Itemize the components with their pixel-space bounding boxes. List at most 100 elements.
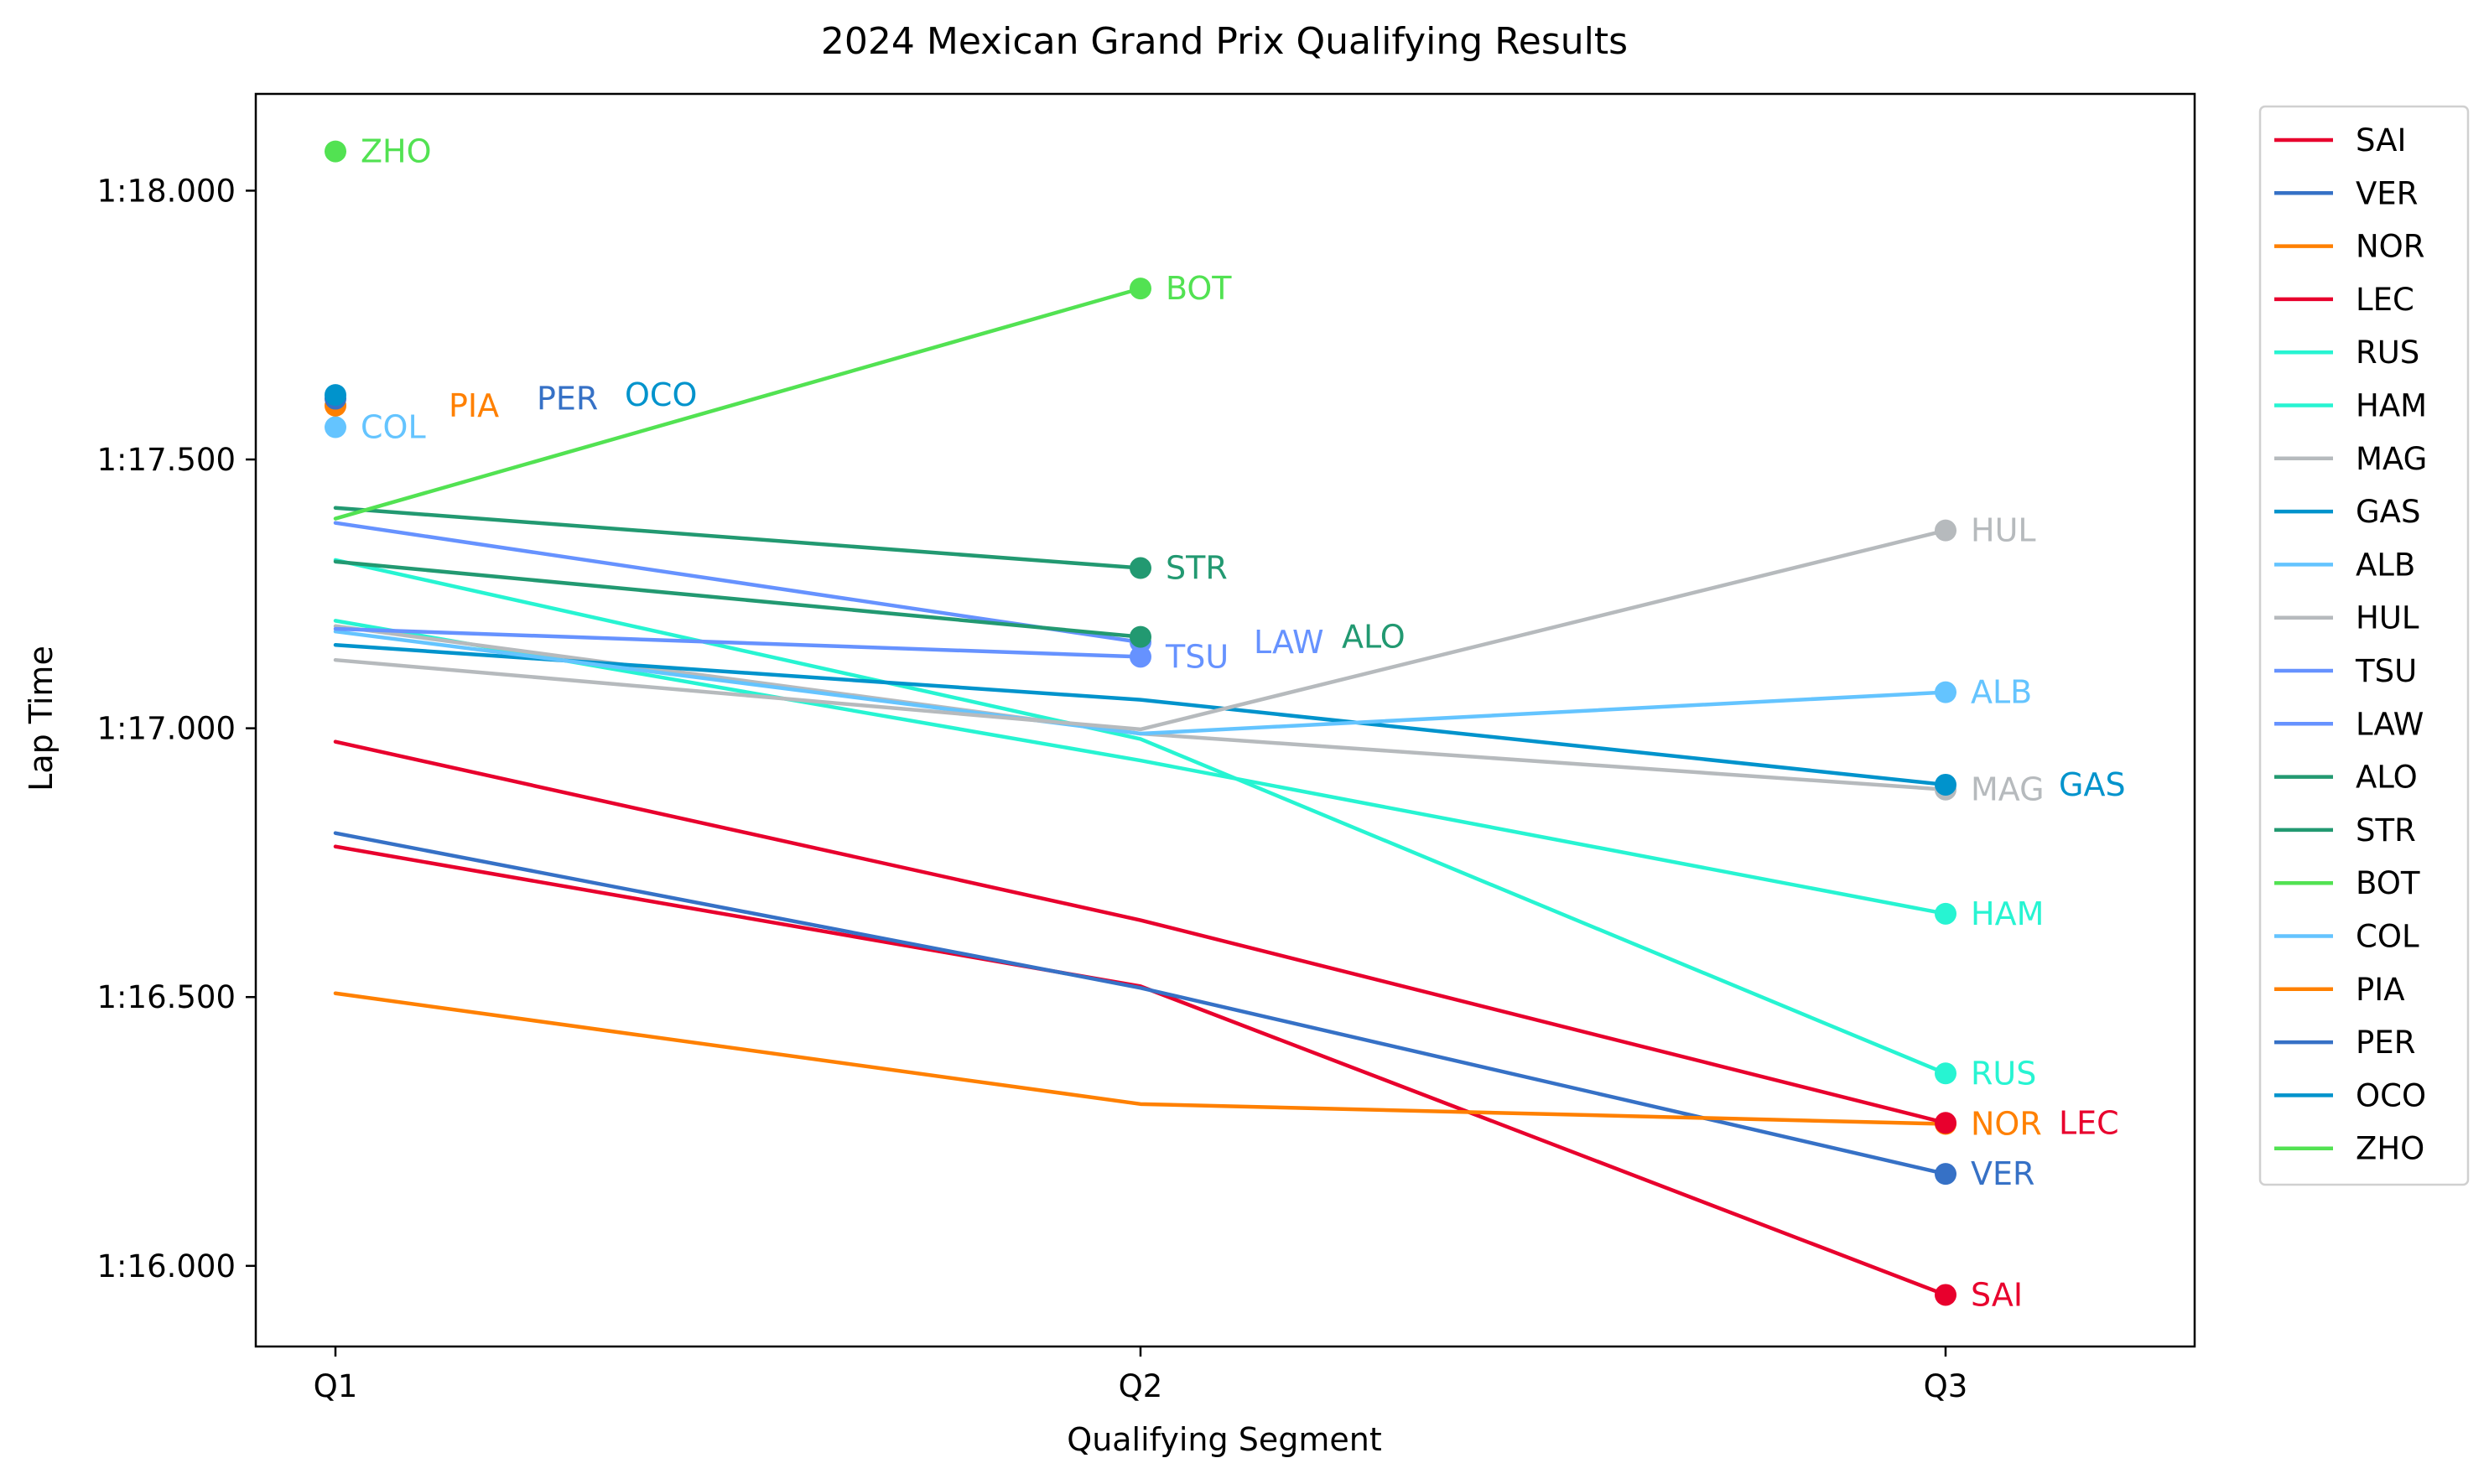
driver-label-oco: OCO (625, 376, 697, 413)
series-hul: HUL (333, 512, 2036, 732)
plot-frame (254, 92, 2196, 1348)
x-axis-label: Qualifying Segment (1067, 1421, 1381, 1458)
legend-entry-lec: LEC (2274, 282, 2414, 318)
legend-label: HUL (2356, 600, 2419, 636)
series-line-gas (333, 642, 1948, 787)
series-oco: OCO (325, 376, 697, 413)
legend-entry-nor: NOR (2274, 229, 2425, 265)
legend-label: COL (2356, 919, 2419, 955)
axes: 1:16.000 1:16.500 1:17.000 1:17.500 1:18.000… (97, 92, 2196, 1404)
series-law: LAW (333, 521, 1324, 661)
legend-entry-ham: HAM (2274, 388, 2427, 424)
driver-label-sai: SAI (1971, 1276, 2023, 1313)
series-gas: GAS (333, 642, 2126, 803)
x-tick-label: Q3 (1924, 1368, 1968, 1404)
legend-entry-oco: OCO (2274, 1077, 2426, 1113)
driver-label-law: LAW (1254, 624, 1324, 661)
driver-label-mag: MAG (1971, 771, 2045, 808)
series-line-alb (333, 629, 1948, 736)
y-axis-label: Lap Time (23, 646, 60, 791)
driver-label-per: PER (537, 381, 598, 418)
final-point-lec (1935, 1112, 1956, 1134)
series-line-law (333, 521, 1143, 645)
driver-label-ham: HAM (1971, 895, 2044, 932)
y-tick-label: 1:16.000 (97, 1248, 236, 1284)
series-lec: LEC (333, 739, 2119, 1141)
legend-entry-ver: VER (2274, 175, 2418, 211)
legend-label: HAM (2356, 388, 2427, 424)
final-point-ham (1935, 902, 1956, 925)
series-line-lec (333, 739, 1948, 1125)
legend-label: TSU (2355, 653, 2417, 689)
plot-area: SAI VER NOR LEC RUS HAM MAG GAS ALB HUL TSU LAW ALO S… (325, 133, 2126, 1313)
legend-label: RUS (2356, 335, 2419, 371)
legend: SAI VER NOR LEC RUS HAM MAG GAS ALB HUL TSU LAW ALO S… (2258, 105, 2470, 1186)
driver-label-ver: VER (1971, 1155, 2034, 1192)
series-line-bot (333, 286, 1143, 521)
final-point-col (325, 416, 346, 438)
legend-label: OCO (2356, 1077, 2426, 1113)
series-bot: BOT (333, 270, 1232, 521)
driver-label-hul: HUL (1971, 512, 2036, 549)
series-line-alo (333, 559, 1143, 639)
legend-entry-mag: MAG (2274, 441, 2427, 477)
series-str: STR (333, 506, 1228, 587)
final-point-zho (325, 140, 346, 163)
legend-label: MAG (2356, 441, 2427, 477)
legend-label: ALB (2356, 547, 2415, 583)
final-point-alo (1130, 625, 1151, 648)
x-tick-label: Q2 (1119, 1368, 1163, 1404)
series-line-str (333, 506, 1143, 570)
final-point-gas (1935, 773, 1956, 796)
legend-entry-sai: SAI (2274, 122, 2406, 158)
final-point-ver (1935, 1163, 1956, 1186)
legend-entry-alb: ALB (2274, 547, 2415, 583)
legend-entry-gas: GAS (2274, 494, 2420, 530)
legend-entry-law: LAW (2274, 706, 2424, 742)
y-tick-label: 1:18.000 (97, 173, 236, 209)
legend-label: BOT (2356, 865, 2420, 901)
legend-entry-str: STR (2274, 812, 2416, 848)
series-ver: VER (333, 831, 2034, 1192)
legend-label: PER (2356, 1025, 2415, 1061)
driver-label-zho: ZHO (361, 133, 432, 170)
legend-entry-per: PER (2274, 1025, 2415, 1061)
final-point-str (1130, 557, 1151, 579)
final-point-hul (1935, 519, 1956, 542)
driver-label-str: STR (1166, 550, 1228, 587)
final-point-alb (1935, 681, 1956, 703)
driver-label-tsu: TSU (1165, 638, 1229, 675)
series-alo: ALO (333, 559, 1406, 656)
legend-label: SAI (2356, 122, 2406, 158)
legend-entry-zho: ZHO (2274, 1131, 2424, 1167)
legend-label: NOR (2356, 229, 2425, 265)
x-tick-label: Q1 (314, 1368, 358, 1404)
legend-entry-hul: HUL (2274, 600, 2419, 636)
driver-label-alo: ALO (1342, 619, 1406, 656)
series-zho: ZHO (325, 133, 432, 170)
y-tick-label: 1:16.500 (97, 979, 236, 1015)
driver-label-rus: RUS (1971, 1055, 2036, 1092)
driver-label-nor: NOR (1971, 1106, 2042, 1143)
driver-label-pia: PIA (449, 387, 499, 424)
final-point-rus (1935, 1062, 1956, 1085)
final-point-sai (1935, 1284, 1956, 1306)
driver-label-gas: GAS (2059, 766, 2126, 803)
final-point-oco (325, 384, 346, 407)
final-point-bot (1130, 278, 1151, 300)
series-rus: RUS (333, 558, 2036, 1092)
legend-label: GAS (2356, 494, 2420, 530)
legend-entry-bot: BOT (2274, 865, 2420, 901)
legend-label: VER (2356, 175, 2418, 211)
series-col: COL (325, 409, 426, 446)
legend-label: LAW (2356, 706, 2424, 742)
series-line-ver (333, 831, 1948, 1176)
legend-entry-col: COL (2274, 919, 2419, 955)
legend-label: LEC (2356, 282, 2414, 318)
legend-entry-rus: RUS (2274, 335, 2419, 371)
driver-label-alb: ALB (1971, 674, 2032, 711)
legend-box (2258, 105, 2470, 1186)
series-line-tsu (333, 626, 1143, 659)
